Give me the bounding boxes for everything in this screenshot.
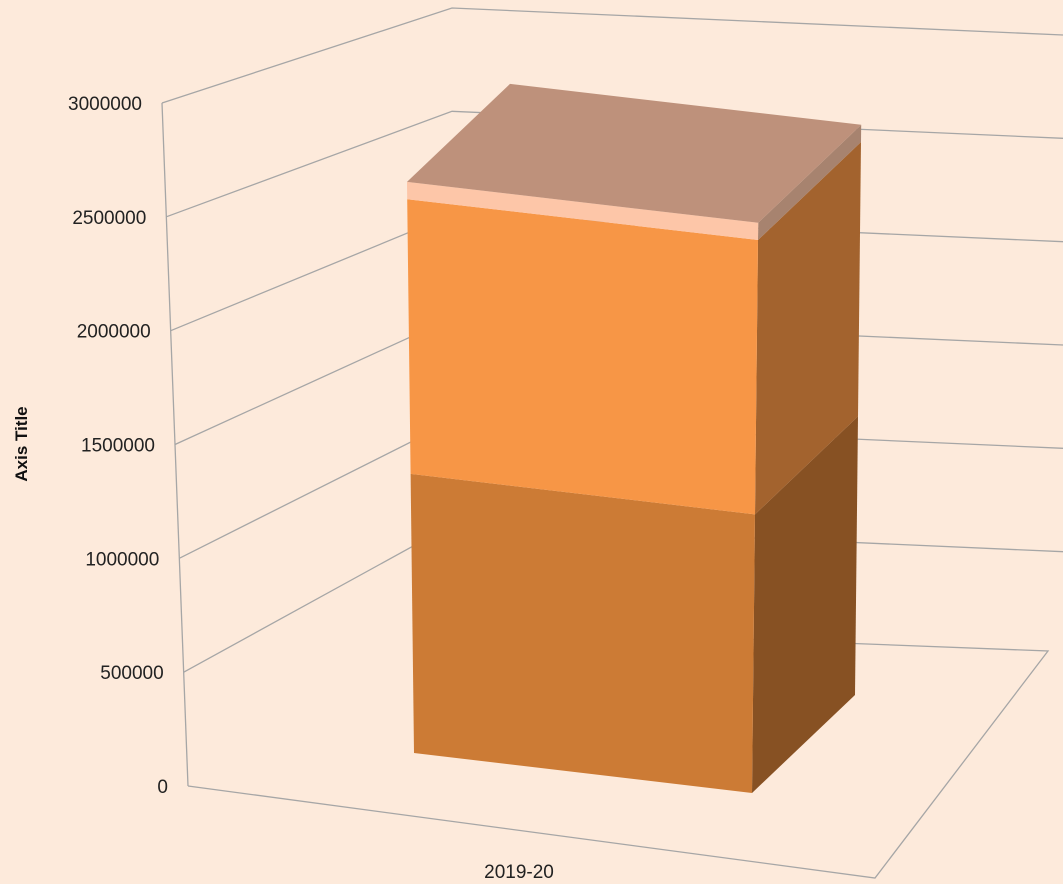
bar-segment-front bbox=[407, 181, 759, 240]
bar-segment bbox=[407, 124, 862, 240]
bar-segment bbox=[407, 142, 861, 515]
bar-top-face bbox=[407, 83, 862, 223]
x-category-label: 2019-20 bbox=[484, 862, 554, 883]
bar-segment-side bbox=[758, 124, 862, 240]
y-tick-label: 1500000 bbox=[81, 436, 155, 457]
bar-stack bbox=[407, 83, 862, 793]
bar-segment bbox=[410, 416, 858, 793]
bar-segment-front bbox=[410, 473, 755, 793]
y-tick-label: 3000000 bbox=[68, 94, 142, 115]
y-tick-label: 2500000 bbox=[72, 208, 146, 229]
bar-segment-side bbox=[752, 416, 858, 793]
y-axis-title: Axis Title bbox=[12, 406, 31, 481]
y-tick-label: 0 bbox=[157, 777, 168, 798]
y-tick-label: 2000000 bbox=[77, 322, 151, 343]
axis-labels: 2019-20 Axis Title bbox=[12, 406, 554, 883]
y-tick-label: 1000000 bbox=[85, 549, 159, 570]
bar-segment-front bbox=[407, 199, 758, 515]
y-axis-ticks: 0 500000 1000000 1500000 2000000 2500000 30000… bbox=[68, 94, 168, 798]
y-tick-label: 500000 bbox=[100, 663, 163, 684]
bar-segment-side bbox=[755, 142, 861, 515]
gridline bbox=[161, 7, 1063, 104]
